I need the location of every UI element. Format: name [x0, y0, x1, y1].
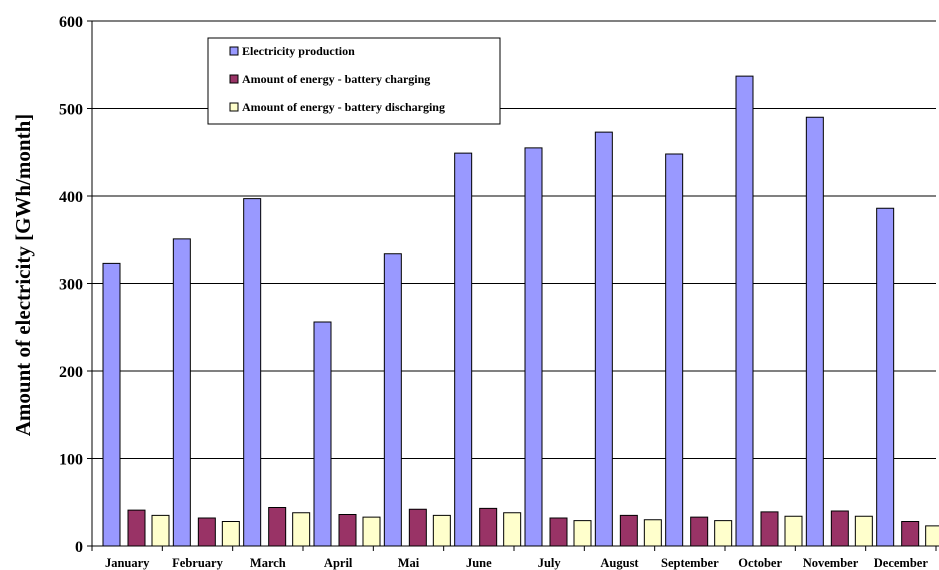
bar-electricity-production [524, 147, 543, 547]
bar-battery-discharging [151, 514, 170, 547]
x-tick-label: July [538, 556, 562, 570]
bar-battery-discharging [221, 521, 240, 547]
x-tick-label: Mai [398, 556, 420, 570]
x-tick-label: April [324, 556, 353, 570]
x-tick-label: September [661, 556, 719, 570]
bar-electricity-production [313, 321, 332, 547]
bar-battery-discharging [292, 512, 311, 547]
bar-battery-charging [760, 511, 779, 547]
y-tick-label: 300 [59, 277, 83, 294]
legend-label: Amount of energy - battery discharging [242, 100, 445, 114]
bar-battery-charging [549, 517, 568, 547]
bar-battery-charging [268, 507, 287, 547]
bar-electricity-production [172, 238, 191, 547]
bar-battery-charging [127, 509, 146, 547]
bar-electricity-production [735, 75, 754, 547]
bar-battery-discharging [784, 515, 803, 547]
y-tick-label: 100 [59, 452, 83, 469]
legend-box [207, 37, 501, 125]
x-tick-label: October [738, 556, 782, 570]
bar-battery-charging [901, 521, 920, 547]
x-tick-label: December [874, 556, 929, 570]
bar-battery-discharging [854, 515, 873, 547]
x-tick-label: August [600, 556, 639, 570]
legend-swatch [229, 46, 239, 56]
bar-electricity-production [665, 153, 684, 547]
y-tick-labels: 0 100 200 300 400 500 600 [59, 14, 83, 556]
bar-battery-discharging [643, 519, 662, 547]
legend: Electricity production Amount of energy -… [207, 37, 501, 125]
x-tick-label: January [105, 556, 150, 570]
bar-battery-discharging [503, 512, 522, 547]
bar-electricity-production [594, 131, 613, 547]
bar-battery-charging [830, 510, 849, 547]
y-tick-label: 0 [75, 539, 83, 556]
y-tick-label: 400 [59, 189, 83, 206]
bar-electricity-production [102, 262, 121, 547]
x-tick-label: March [250, 556, 286, 570]
bar-battery-charging [619, 514, 638, 547]
bars [102, 75, 939, 547]
x-tick-label: February [172, 556, 223, 570]
bar-battery-discharging [362, 516, 381, 547]
y-tick-label: 200 [59, 364, 83, 381]
bar-battery-discharging [925, 525, 939, 547]
bar-battery-charging [408, 508, 427, 547]
x-tick-labels: January February March April Mai June July Augu… [105, 556, 928, 570]
legend-swatch [229, 102, 239, 112]
bar-electricity-production [454, 152, 473, 547]
bar-electricity-production [876, 207, 895, 547]
x-tick-label: June [466, 556, 492, 570]
bar-battery-charging [690, 516, 709, 547]
axes [87, 20, 937, 551]
bar-battery-charging [479, 507, 498, 547]
bar-electricity-production [383, 253, 402, 547]
y-tick-label: 600 [59, 14, 83, 31]
bar-battery-charging [338, 514, 357, 547]
legend-label: Electricity production [242, 44, 355, 58]
bar-electricity-production [805, 116, 824, 547]
bar-electricity-production [243, 198, 262, 547]
y-axis-label: Amount of electricity [GWh/month] [11, 114, 35, 437]
x-tick-label: November [803, 556, 859, 570]
bar-battery-charging [197, 517, 216, 547]
bar-battery-discharging [432, 514, 451, 547]
bar-battery-discharging [573, 520, 592, 547]
y-tick-label: 500 [59, 102, 83, 119]
legend-swatch [229, 74, 239, 84]
bar-battery-discharging [714, 520, 733, 547]
legend-label: Amount of energy - battery charging [242, 72, 430, 86]
